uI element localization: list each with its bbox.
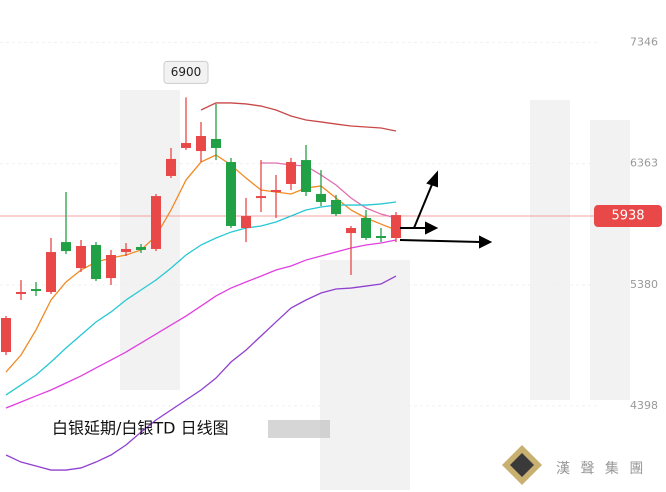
peak-label: 6900 bbox=[171, 65, 202, 79]
price-badge bbox=[594, 205, 662, 228]
chart-title: 白银延期/白银TD 日线图 bbox=[52, 419, 229, 438]
blur bbox=[268, 420, 330, 438]
candle-body bbox=[346, 227, 356, 234]
candle-body bbox=[31, 289, 41, 292]
candle-body bbox=[376, 236, 386, 239]
y-tick-label: 5380 bbox=[630, 278, 658, 291]
watermark: 漢 聲 集 團 bbox=[556, 460, 646, 477]
candle-body bbox=[301, 160, 311, 192]
ma-line bbox=[200, 102, 397, 132]
candle-body bbox=[211, 138, 221, 148]
candle-body bbox=[241, 216, 251, 228]
ma-line bbox=[5, 239, 397, 409]
candle-body bbox=[91, 245, 101, 280]
candle-body bbox=[316, 193, 326, 202]
ma-line bbox=[5, 275, 397, 471]
candle-body bbox=[46, 252, 56, 292]
peak-box bbox=[163, 60, 209, 84]
candle-body bbox=[391, 215, 401, 238]
arrows bbox=[399, 170, 493, 249]
y-tick-label: 6363 bbox=[630, 157, 658, 170]
candle-body bbox=[271, 190, 281, 193]
candle-body bbox=[361, 218, 371, 238]
candle-body bbox=[106, 255, 116, 279]
candle-body bbox=[166, 158, 176, 176]
candle-body bbox=[1, 318, 11, 353]
price-label: 5938 bbox=[611, 209, 644, 224]
candle-body bbox=[256, 196, 266, 199]
background-decor bbox=[120, 90, 630, 490]
candle-body bbox=[286, 162, 296, 184]
candle-body bbox=[331, 200, 341, 215]
candle-body bbox=[16, 291, 26, 294]
candle-body bbox=[151, 196, 161, 249]
candle-body bbox=[121, 248, 131, 253]
candle-body bbox=[61, 242, 71, 252]
candle-body bbox=[76, 246, 86, 269]
ma-line bbox=[261, 162, 397, 219]
candle-body bbox=[226, 162, 236, 227]
candle-body bbox=[181, 143, 191, 148]
logo bbox=[502, 445, 542, 485]
candle-body bbox=[196, 136, 206, 152]
y-tick-label: 4398 bbox=[630, 399, 658, 412]
y-tick-label: 7346 bbox=[630, 35, 658, 48]
candle-body bbox=[136, 246, 146, 250]
